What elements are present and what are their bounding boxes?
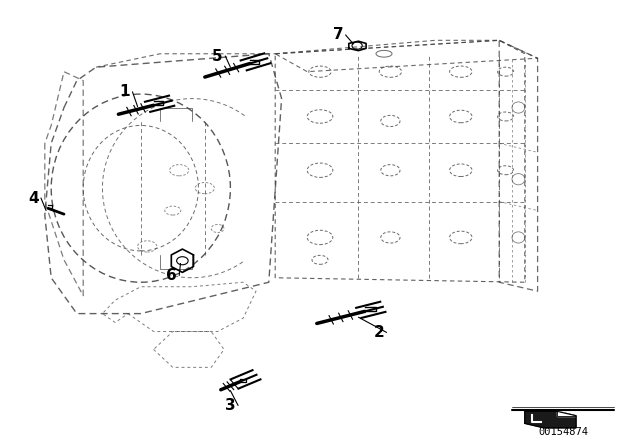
Polygon shape [525,411,576,428]
Text: 2: 2 [374,325,384,340]
Text: 3: 3 [225,398,236,413]
Text: 7: 7 [333,27,343,43]
Text: 00154874: 00154874 [538,427,588,437]
Text: 1: 1 [120,84,130,99]
Text: 5: 5 [212,48,223,64]
Text: 6: 6 [166,268,177,283]
Polygon shape [557,411,576,416]
Text: 4: 4 [28,190,38,206]
